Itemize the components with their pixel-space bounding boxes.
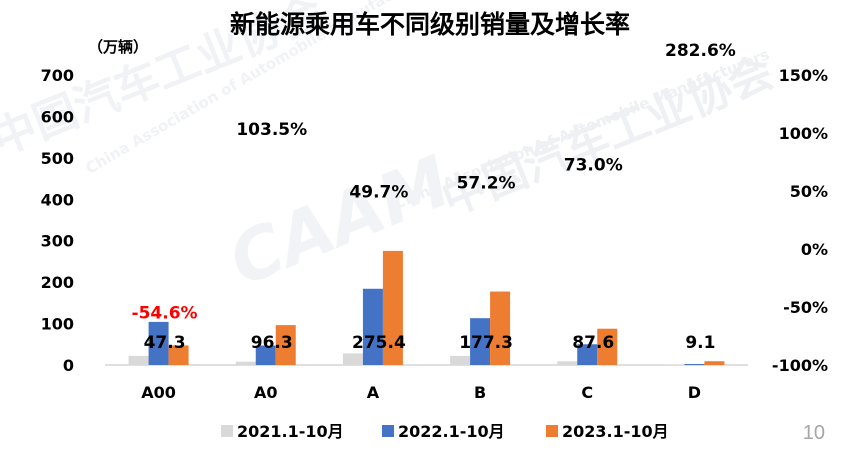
legend-swatch bbox=[546, 425, 558, 437]
legend-swatch bbox=[221, 425, 233, 437]
legend-swatch bbox=[382, 425, 394, 437]
y-tick-label: 300 bbox=[41, 232, 74, 251]
y2-tick-label: -100% bbox=[772, 356, 828, 375]
legend-label: 2022.1-10月 bbox=[398, 422, 505, 441]
x-tick-label: A bbox=[367, 383, 380, 402]
x-tick-label: C bbox=[581, 383, 593, 402]
bar-A0-series-2 bbox=[255, 345, 276, 365]
bar-A-series-1 bbox=[342, 353, 363, 365]
x-tick-label: A00 bbox=[141, 383, 176, 402]
bar-C-series-3 bbox=[597, 328, 618, 365]
x-tick-label: A0 bbox=[254, 383, 278, 402]
y2-tick-label: 150% bbox=[779, 66, 828, 85]
y-tick-label: 400 bbox=[41, 190, 74, 209]
y-tick-label: 500 bbox=[41, 149, 74, 168]
y-tick-label: 100 bbox=[41, 315, 74, 334]
bar-B-series-2 bbox=[470, 318, 491, 365]
data-label: 275.4 bbox=[352, 333, 406, 353]
bar-A0-series-1 bbox=[235, 361, 256, 365]
bar-B-series-1 bbox=[450, 355, 471, 365]
data-label: 177.3 bbox=[459, 333, 513, 353]
data-label: 96.3 bbox=[251, 333, 293, 353]
growth-rate-label: 73.0% bbox=[564, 155, 623, 175]
growth-rate-label: 282.6% bbox=[665, 41, 736, 61]
y2-tick-label: 100% bbox=[779, 124, 828, 143]
bar-A-series-3 bbox=[382, 250, 403, 365]
data-label: 47.3 bbox=[144, 333, 186, 353]
y-tick-label: 600 bbox=[41, 107, 74, 126]
y-axis-unit-label: （万辆） bbox=[88, 38, 148, 56]
x-tick-label: B bbox=[474, 383, 486, 402]
legend-label: 2021.1-10月 bbox=[237, 422, 344, 441]
y2-tick-label: -50% bbox=[783, 298, 828, 317]
growth-rate-label: 103.5% bbox=[236, 120, 307, 140]
legend-label: 2023.1-10月 bbox=[562, 422, 669, 441]
bar-A00-series-2 bbox=[148, 321, 169, 365]
data-label: 9.1 bbox=[685, 333, 715, 353]
bar-A-series-2 bbox=[362, 288, 383, 365]
bar-A00-series-3 bbox=[168, 345, 189, 365]
y-tick-label: 0 bbox=[63, 356, 74, 375]
y2-tick-label: 0% bbox=[801, 240, 828, 259]
page-number: 10 bbox=[802, 422, 825, 444]
bar-B-series-3 bbox=[490, 291, 511, 365]
bar-A0-series-3 bbox=[275, 325, 296, 365]
bar-D-series-3 bbox=[704, 361, 725, 365]
growth-rate-label: -54.6% bbox=[132, 303, 198, 323]
bar-A00-series-1 bbox=[128, 355, 149, 365]
chart-title: 新能源乘用车不同级别销量及增长率 bbox=[230, 10, 630, 39]
growth-rate-label: 57.2% bbox=[457, 174, 516, 194]
legend: 2021.1-10月 2022.1-10月 2023.1-10月 bbox=[221, 422, 669, 441]
y-tick-label: 200 bbox=[41, 273, 74, 292]
bar-D-series-2 bbox=[684, 364, 705, 365]
bar-C-series-1 bbox=[557, 361, 578, 365]
data-label: 87.6 bbox=[572, 333, 614, 353]
y2-tick-label: 50% bbox=[790, 182, 828, 201]
x-tick-label: D bbox=[688, 383, 701, 402]
growth-rate-label: 49.7% bbox=[349, 182, 408, 202]
y-tick-label: 700 bbox=[41, 66, 74, 85]
bar-C-series-2 bbox=[577, 344, 598, 365]
